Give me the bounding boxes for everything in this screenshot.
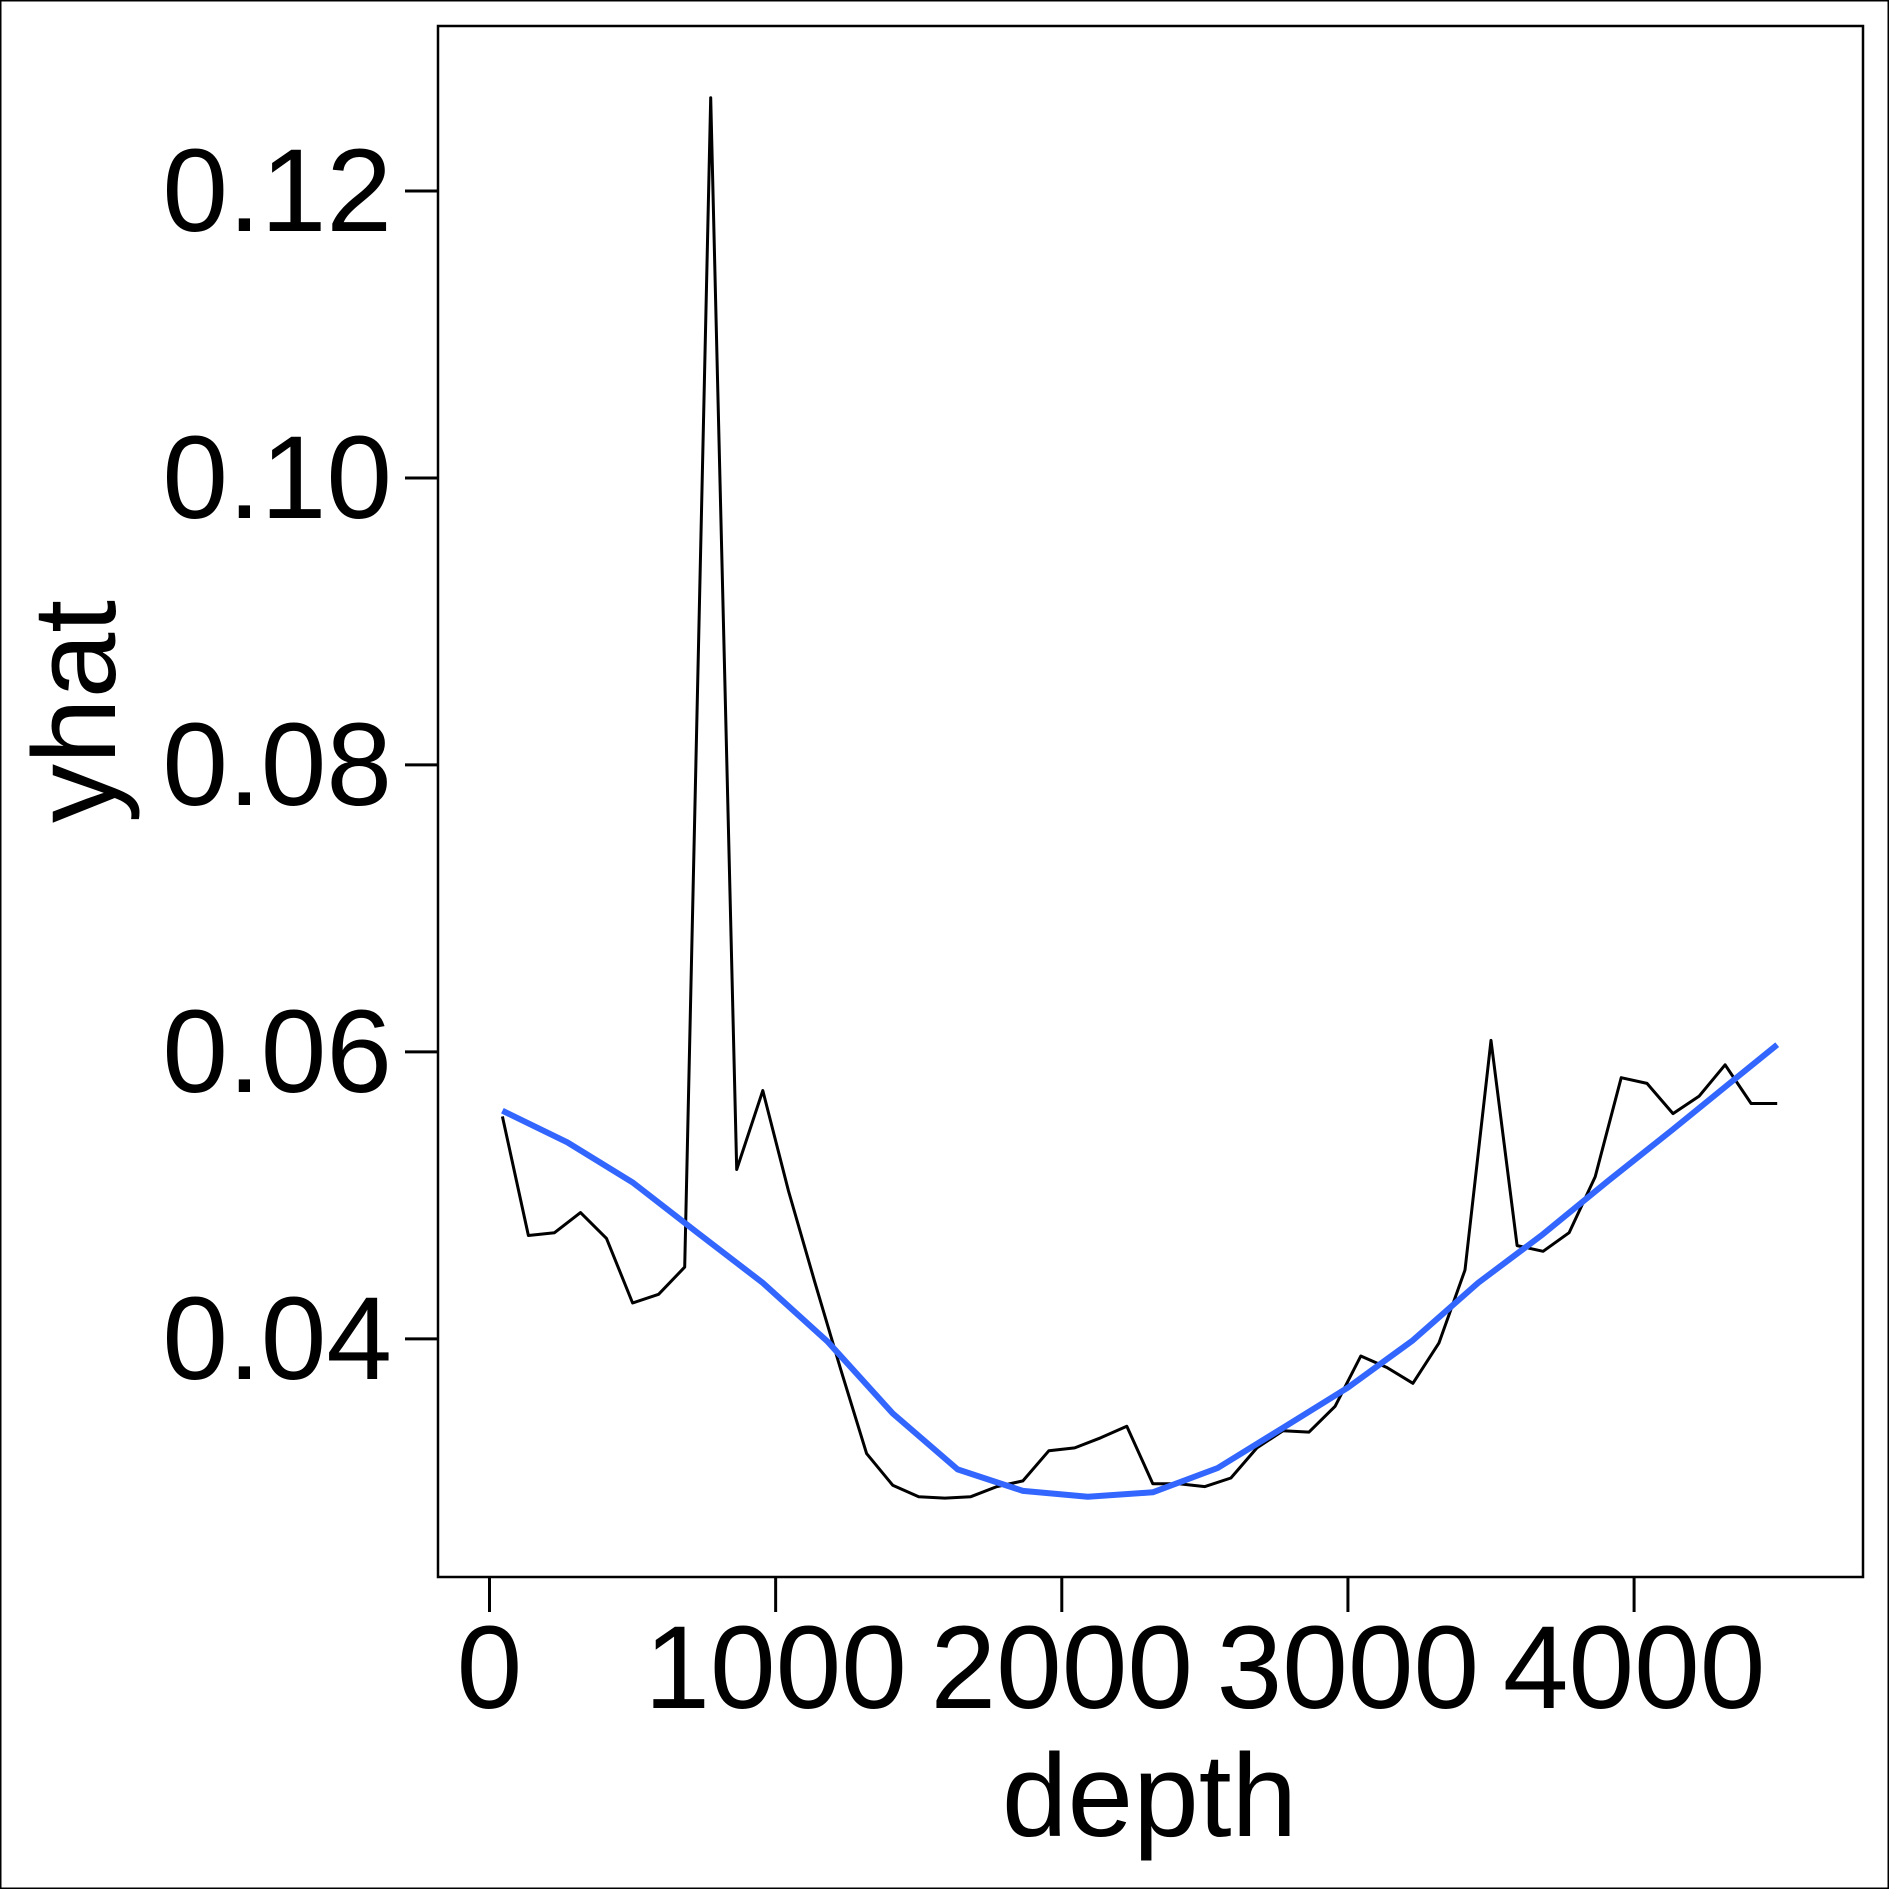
y-axis: 0.04 0.06 0.08 0.10 0.12 — [162, 125, 438, 1405]
smooth-fit-line — [501, 1042, 1780, 1500]
y-tick-label: 0.06 — [162, 986, 392, 1118]
x-axis-title: depth — [1002, 1730, 1297, 1862]
x-tick-label: 2000 — [931, 1602, 1194, 1734]
x-tick-label: 4000 — [1503, 1602, 1766, 1734]
y-tick-label: 0.12 — [162, 125, 392, 257]
data-line — [500, 96, 1778, 1500]
y-tick-label: 0.04 — [162, 1273, 392, 1405]
x-tick-label: 0 — [457, 1602, 523, 1734]
series-layer — [500, 96, 1780, 1500]
y-axis-title: yhat — [9, 600, 141, 823]
plot-frame — [436, 24, 1865, 1579]
y-tick-label: 0.08 — [162, 699, 392, 831]
y-tick-label: 0.10 — [162, 412, 392, 544]
x-axis: 0 1000 2000 3000 4000 — [457, 1577, 1766, 1734]
x-tick-label: 1000 — [644, 1602, 907, 1734]
x-tick-label: 3000 — [1217, 1602, 1480, 1734]
